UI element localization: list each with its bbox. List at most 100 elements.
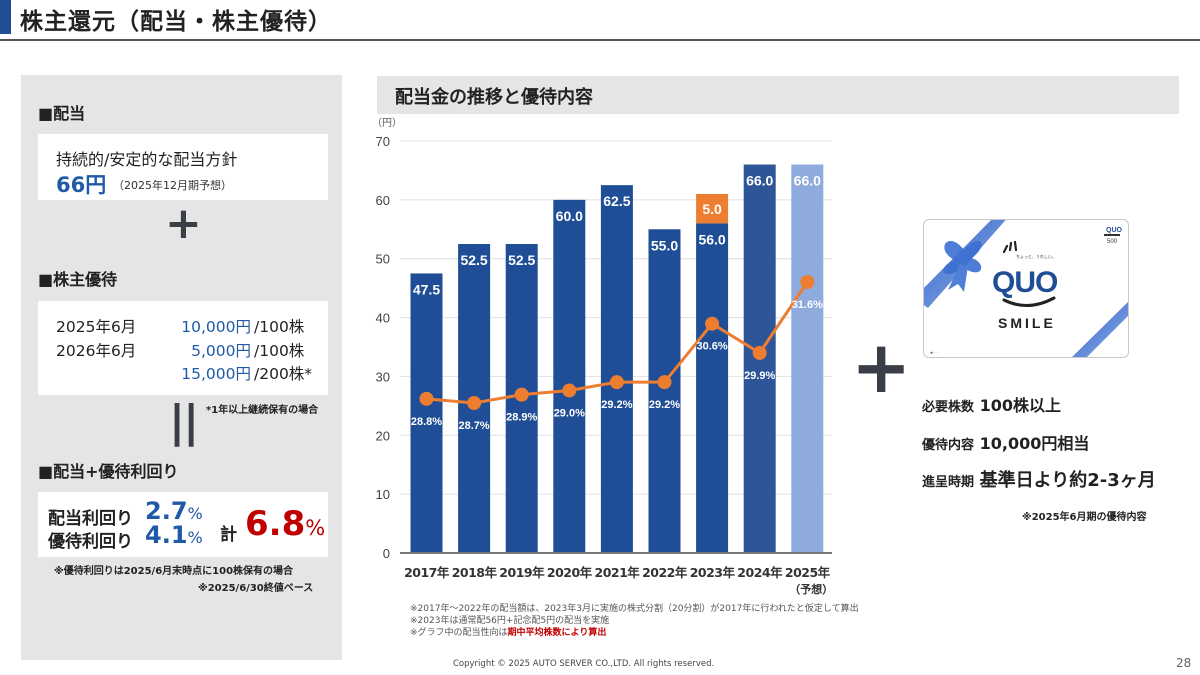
payout-ratio-point xyxy=(467,396,482,410)
bar-value-label: 47.5 xyxy=(413,281,440,297)
payout-ratio-label: 28.7% xyxy=(458,420,489,432)
benefit-row: 2026年6月 5,000円/100株 xyxy=(56,342,305,360)
bar-value-label: 62.5 xyxy=(603,193,630,209)
benefit-note: *1年以上継続保有の場合 xyxy=(206,405,319,416)
y-tick-label: 50 xyxy=(376,252,390,267)
x-tick-label: 2019年 xyxy=(499,565,545,580)
payout-ratio-label: 30.6% xyxy=(696,341,727,353)
header-divider xyxy=(0,39,1200,41)
payout-ratio-label: 29.0% xyxy=(554,407,585,419)
page-number: 28 xyxy=(1176,656,1192,670)
benefit-yield-label: 優待利回り xyxy=(48,532,133,552)
quo-small-logo: QUO xyxy=(1106,227,1123,234)
bar-dividend-2020 xyxy=(553,199,586,553)
payout-ratio-label: 31.6% xyxy=(792,299,823,311)
bar-dividend-2023 xyxy=(696,223,729,553)
benefit-yield-value: 4.1% xyxy=(145,521,203,549)
payout-ratio-label: 29.2% xyxy=(649,399,680,411)
x-tick-label: 2022年 xyxy=(642,565,688,580)
bar-value-label: 66.0 xyxy=(794,173,821,189)
smile-logo: SMILE xyxy=(998,315,1056,331)
info-benefit-content: 優待内容 10,000円相当 xyxy=(922,434,1090,453)
payout-ratio-point xyxy=(752,345,767,360)
quo-card-graphic: QUO 500 ちょっと、うれしい。 QUO SMILE ◂ ∙ ∙ xyxy=(924,220,1128,357)
x-tick-label: 2024年 xyxy=(737,565,783,580)
yield-note-2: ※2025/6/30終値ベース xyxy=(198,583,314,594)
payout-ratio-point xyxy=(514,387,529,402)
bow-icon xyxy=(943,240,982,274)
info-required-shares: 必要株数 100株以上 xyxy=(922,396,1061,415)
benefit-info-note: ※2025年6月期の優待内容 xyxy=(1022,512,1147,523)
bar-dividend-2017 xyxy=(410,273,443,553)
benefit-heading: ■株主優待 xyxy=(38,270,118,289)
bar-value-label: 55.0 xyxy=(651,237,678,253)
plus-icon: + xyxy=(165,198,202,249)
payout-ratio-point xyxy=(419,391,434,406)
dividend-policy-text: 持続的/安定的な配当方針 xyxy=(56,150,238,169)
y-tick-label: 40 xyxy=(376,311,390,326)
y-tick-label: 70 xyxy=(376,134,390,149)
total-yield-label: 計 xyxy=(220,525,237,545)
dividend-policy-box: 持続的/安定的な配当方針 66円 （2025年12月期予想） xyxy=(38,134,328,200)
benefit-row: 2025年6月 10,000円/100株 xyxy=(56,318,305,336)
bar-value-label: 56.0 xyxy=(698,231,725,247)
bar-dividend-2025 xyxy=(791,164,824,554)
chart-title-bar: 配当金の推移と優待内容 xyxy=(377,76,1179,114)
payout-ratio-point xyxy=(657,375,672,390)
payout-ratio-point xyxy=(800,275,815,289)
payout-ratio-point xyxy=(609,375,624,390)
payout-ratio-point xyxy=(562,383,577,398)
benefit-row: 15,000円/200株* xyxy=(181,365,313,383)
total-yield-value: 6.8% xyxy=(245,504,326,544)
payout-ratio-point xyxy=(705,316,720,331)
shareholder-return-panel: ■配当 持続的/安定的な配当方針 66円 （2025年12月期予想） + ■株主… xyxy=(21,75,342,660)
bar-dividend-2021 xyxy=(600,185,633,553)
header-accent-bar xyxy=(0,0,11,34)
dividend-yield-label: 配当利回り xyxy=(48,509,133,529)
chart-footnote-2: ※2023年は通常配56円+記念配5円の配当を実施 xyxy=(410,616,610,626)
copyright: Copyright © 2025 AUTO SERVER CO.,LTD. Al… xyxy=(453,659,715,669)
y-axis-unit-label: （円） xyxy=(372,117,402,129)
card-denomination: 500 xyxy=(1107,239,1118,245)
bar-value-label: 60.0 xyxy=(556,208,583,224)
bar-dividend-2022 xyxy=(648,229,681,553)
chart-title: 配当金の推移と優待内容 xyxy=(395,87,593,108)
x-tick-label: 2018年 xyxy=(452,565,498,580)
plus-icon: + xyxy=(851,325,912,409)
bar-value-label: 52.5 xyxy=(460,252,487,268)
x-tick-label: 2023年 xyxy=(690,565,736,580)
payout-ratio-label: 29.9% xyxy=(744,370,775,382)
dividend-chart: （円） 0 10 20 30 40 50 60 70 47.5 52.5 52.5 60.0 62.5 55… xyxy=(372,117,833,596)
bar-value-label: 66.0 xyxy=(746,173,773,189)
yield-note-1: ※優待利回りは2025/6月末時点に100株保有の場合 xyxy=(54,566,294,577)
x-tick-label: 2017年 xyxy=(404,565,450,580)
y-tick-label: 30 xyxy=(376,369,390,384)
benefit-box: 2025年6月 10,000円/100株 2026年6月 5,000円/100株 1… xyxy=(38,301,328,395)
x-tick-label: 2020年 xyxy=(547,565,593,580)
payout-ratio-label: 29.2% xyxy=(601,399,632,411)
quo-logo: QUO xyxy=(992,266,1058,299)
payout-ratio-label: 28.8% xyxy=(411,416,442,428)
yield-heading: ■配当+優待利回り xyxy=(38,462,179,481)
dividend-amount: 66円 xyxy=(56,173,107,197)
x-tick-label: 2021年 xyxy=(595,565,641,580)
page-title: 株主還元（配当・株主優待） xyxy=(20,9,332,35)
dividend-amount-note: （2025年12月期予想） xyxy=(113,179,232,192)
y-tick-label: 0 xyxy=(383,546,390,561)
svg-text:◂ ∙ ∙: ◂ ∙ ∙ xyxy=(930,350,938,356)
x-tick-sublabel: （予想） xyxy=(789,582,833,596)
yield-box: 配当利回り 2.7% 優待利回り 4.1% 計 6.8% xyxy=(38,492,328,557)
ribbon-icon xyxy=(1072,301,1128,357)
y-tick-label: 10 xyxy=(376,487,390,502)
card-tagline: ちょっと、うれしい。 xyxy=(1016,253,1056,259)
x-tick-label: 2025年 xyxy=(785,565,831,580)
equals-icon: || xyxy=(169,396,199,447)
chart-footnote-3: ※グラフ中の配当性向は期中平均株数により算出 xyxy=(410,628,607,638)
info-delivery-timing: 進呈時期 基準日より約2-3ヶ月 xyxy=(922,470,1156,491)
bar-commemorative-label: 5.0 xyxy=(702,201,722,217)
dividend-heading: ■配当 xyxy=(38,104,86,123)
bar-commemorative-2023 xyxy=(696,193,729,224)
y-tick-label: 60 xyxy=(376,193,390,208)
quo-card-image: QUO 500 ちょっと、うれしい。 QUO SMILE ◂ ∙ ∙ xyxy=(923,219,1129,358)
y-tick-label: 20 xyxy=(376,428,390,443)
